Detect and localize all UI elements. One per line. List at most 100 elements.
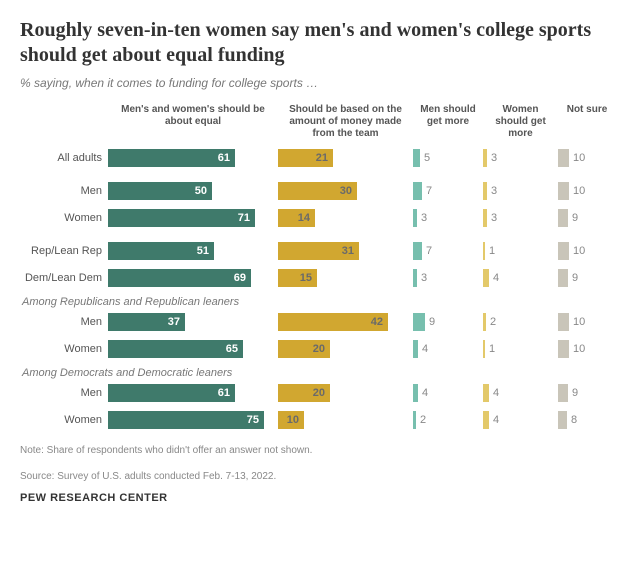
cell-c4: 3 [483,146,558,170]
data-row: Rep/Lean Rep51 31 7 1 10 [20,239,620,263]
cell-c3: 3 [413,206,483,230]
bar-c1: 51 [108,242,214,260]
col-header-not-sure: Not sure [558,104,616,140]
data-row: Men50 30 7 3 10 [20,179,620,203]
bar-c4: 2 [483,313,486,331]
bar-c1: 75 [108,411,264,429]
bar-c3: 4 [413,340,418,358]
data-row: Men6120449 [20,381,620,405]
bar-c3: 7 [413,182,422,200]
cell-c1: 51 [108,239,278,263]
col-header-equal: Men's and women's should be about equal [108,104,278,140]
cell-c5: 9 [558,206,616,230]
cell-c2: 21 [278,146,413,170]
bar-c2: 21 [278,149,333,167]
cell-c2: 42 [278,310,413,334]
bar-c3: 7 [413,242,422,260]
bar-c4: 4 [483,411,489,429]
bar-c2: 10 [278,411,304,429]
data-row: All adults61 21 5 310 [20,146,620,170]
note-line-1: Note: Share of respondents who didn't of… [20,444,620,458]
chart-subtitle: % saying, when it comes to funding for c… [20,76,620,90]
bar-c5: 10 [558,313,569,331]
data-row: Men37 42 9 2 10 [20,310,620,334]
bar-c2: 42 [278,313,388,331]
row-label: All adults [20,152,108,164]
row-label: Men [20,185,108,197]
cell-c1: 71 [108,206,278,230]
cell-c3: 5 [413,146,483,170]
bar-c3: 3 [413,209,417,227]
bar-c5: 10 [558,242,569,260]
bar-c4: 4 [483,384,489,402]
source-logo: PEW RESEARCH CENTER [20,492,620,504]
cell-c5: 9 [558,266,616,290]
bar-c3: 9 [413,313,425,331]
cell-c2: 10 [278,408,413,432]
data-row: Women6520 4 1 10 [20,337,620,361]
cell-c5: 10 [558,337,616,361]
cell-c4: 2 [483,310,558,334]
cell-c3: 4 [413,381,483,405]
bar-c3: 4 [413,384,418,402]
row-label: Dem/Lean Dem [20,272,108,284]
row-label: Rep/Lean Rep [20,245,108,257]
bar-c3: 3 [413,269,417,287]
cell-c4: 1 [483,239,558,263]
bar-c5: 10 [558,340,569,358]
bar-c2: 14 [278,209,315,227]
data-row: Dem/Lean Dem69 15 3 4 9 [20,266,620,290]
cell-c3: 3 [413,266,483,290]
bar-c2: 20 [278,384,330,402]
note-line-2: Source: Survey of U.S. adults conducted … [20,470,620,484]
row-label: Men [20,316,108,328]
col-header-women-more: Women should get more [483,104,558,140]
cell-c1: 75 [108,408,278,432]
cell-c3: 7 [413,179,483,203]
row-label: Women [20,343,108,355]
cell-c3: 2 [413,408,483,432]
bar-c5: 8 [558,411,567,429]
bar-c1: 69 [108,269,251,287]
chart-title: Roughly seven-in-ten women say men's and… [20,18,620,68]
cell-c1: 50 [108,179,278,203]
cell-c5: 10 [558,179,616,203]
bar-c2: 20 [278,340,330,358]
bar-c4: 1 [483,340,485,358]
bar-c1: 37 [108,313,185,331]
row-label: Women [20,212,108,224]
cell-c4: 4 [483,408,558,432]
bar-c4: 3 [483,182,487,200]
cell-c4: 3 [483,206,558,230]
bar-c5: 10 [558,149,569,167]
cell-c2: 14 [278,206,413,230]
cell-c2: 31 [278,239,413,263]
cell-c2: 20 [278,381,413,405]
data-row: Women71 14 3 3 9 [20,206,620,230]
cell-c4: 3 [483,179,558,203]
cell-c4: 4 [483,381,558,405]
chart-body: All adults61215310Men50307310Women711433… [20,146,620,432]
bar-c4: 1 [483,242,485,260]
column-headers: Men's and women's should be about equal … [20,104,620,140]
bar-c3: 5 [413,149,420,167]
bar-c1: 50 [108,182,212,200]
bar-c2: 30 [278,182,357,200]
cell-c5: 10 [558,146,616,170]
cell-c3: 7 [413,239,483,263]
cell-c2: 20 [278,337,413,361]
section-label: Among Democrats and Democratic leaners [20,367,620,379]
bar-c2: 31 [278,242,359,260]
cell-c3: 9 [413,310,483,334]
cell-c5: 10 [558,310,616,334]
cell-c1: 65 [108,337,278,361]
row-label: Men [20,387,108,399]
bar-c4: 3 [483,209,487,227]
col-header-revenue: Should be based on the amount of money m… [278,104,413,140]
cell-c2: 15 [278,266,413,290]
bar-c1: 71 [108,209,255,227]
bar-c1: 61 [108,384,235,402]
bar-c2: 15 [278,269,317,287]
bar-c4: 4 [483,269,489,287]
bar-c1: 61 [108,149,235,167]
